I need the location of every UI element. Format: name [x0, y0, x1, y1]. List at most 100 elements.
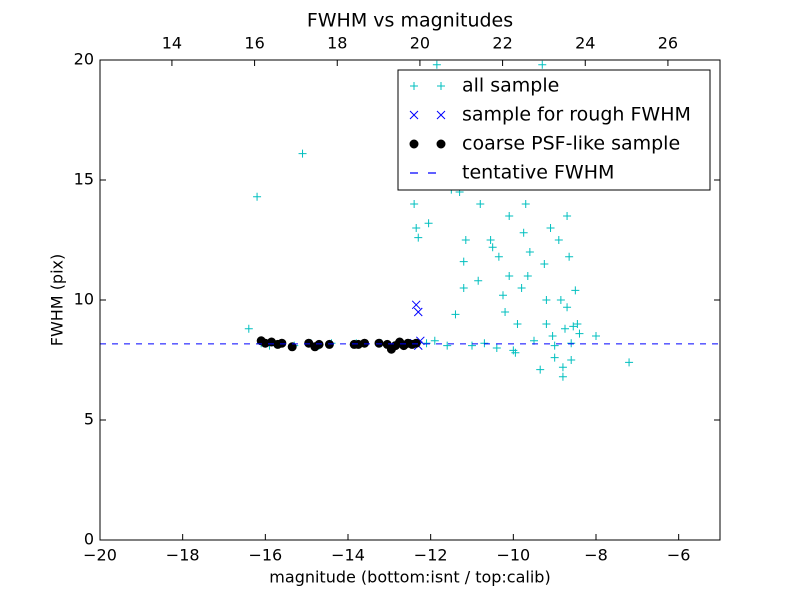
- point: [480, 339, 489, 348]
- plot-frame: [99, 59, 721, 541]
- point: [298, 149, 307, 158]
- point: [513, 320, 522, 328]
- point: [548, 332, 557, 340]
- point: [546, 224, 555, 232]
- point: [505, 272, 514, 280]
- point: [575, 329, 584, 338]
- legend-label: sample for rough FWHM: [462, 104, 691, 126]
- point: [517, 284, 526, 292]
- point: [244, 324, 253, 333]
- point: [573, 320, 582, 328]
- point: [486, 236, 495, 244]
- legend-label: tentative FWHM: [462, 162, 614, 184]
- x2-tick-label: 24: [575, 34, 595, 53]
- point: [554, 236, 563, 244]
- point: [412, 224, 421, 232]
- point: [540, 260, 549, 268]
- point: [432, 60, 441, 69]
- y-tick-label: 0: [84, 530, 94, 549]
- point: [536, 365, 545, 374]
- y-axis-label: FWHM (pix): [48, 254, 67, 347]
- point: [374, 338, 384, 348]
- point: [476, 200, 485, 208]
- point: [563, 303, 572, 312]
- point: [569, 322, 578, 331]
- point: [501, 308, 510, 316]
- point: [494, 252, 503, 261]
- point: [550, 353, 559, 362]
- x2-tick-label: 26: [658, 34, 678, 53]
- point: [411, 338, 421, 348]
- point: [488, 243, 497, 252]
- point: [424, 219, 433, 228]
- point: [414, 233, 423, 242]
- x2-tick-label: 18: [327, 34, 347, 53]
- legend-marker: [436, 110, 446, 120]
- y-tick-label: 10: [74, 290, 94, 309]
- x-tick-label: −16: [248, 546, 282, 565]
- y-tick-label: 15: [74, 170, 94, 189]
- point: [430, 336, 439, 345]
- point: [492, 344, 501, 352]
- point: [443, 341, 452, 350]
- x2-tick-label: 14: [162, 34, 182, 53]
- point: [459, 257, 468, 266]
- point: [474, 276, 483, 285]
- point: [519, 228, 528, 237]
- x2-tick-label: 22: [492, 34, 512, 53]
- point: [287, 342, 297, 352]
- point: [499, 291, 507, 300]
- point: [451, 310, 460, 319]
- point: [542, 296, 551, 304]
- point: [556, 296, 565, 304]
- point: [523, 272, 532, 280]
- point: [468, 341, 476, 350]
- point: [538, 60, 547, 69]
- point: [558, 372, 567, 381]
- point: [563, 212, 572, 220]
- point: [521, 200, 530, 208]
- point: [567, 339, 576, 348]
- x-axis-label: magnitude (bottom:isnt / top:calib): [269, 568, 550, 587]
- x-tick-label: −14: [331, 546, 365, 565]
- point: [277, 338, 287, 348]
- point: [461, 236, 470, 244]
- point: [561, 324, 569, 333]
- point: [422, 339, 431, 348]
- legend-label: coarse PSF-like sample: [462, 133, 680, 155]
- x2-tick-label: 20: [410, 34, 430, 53]
- x2-tick-label: 16: [244, 34, 264, 53]
- x-tick-label: −6: [667, 546, 691, 565]
- y-tick-label: 20: [74, 50, 94, 69]
- point: [413, 307, 423, 317]
- point: [410, 200, 419, 208]
- point: [567, 356, 576, 364]
- point: [592, 332, 600, 340]
- x-tick-label: −18: [166, 546, 200, 565]
- x-tick-label: −8: [584, 546, 608, 565]
- legend-marker: [436, 139, 446, 149]
- x-tick-label: −10: [496, 546, 530, 565]
- x-tick-label: −20: [83, 546, 117, 565]
- point: [411, 300, 421, 310]
- point: [625, 358, 634, 367]
- point: [558, 363, 567, 372]
- point: [565, 252, 574, 261]
- point: [550, 341, 559, 350]
- x-tick-label: −12: [414, 546, 448, 565]
- legend-marker: [437, 82, 445, 90]
- point: [571, 286, 580, 295]
- legend-marker: [409, 139, 419, 149]
- legend-label: all sample: [462, 75, 559, 97]
- point: [459, 284, 468, 292]
- point: [505, 212, 514, 220]
- point: [542, 320, 551, 328]
- point: [511, 348, 520, 357]
- chart-title: FWHM vs magnitudes: [307, 10, 513, 32]
- point: [253, 192, 262, 201]
- y-tick-label: 5: [84, 410, 94, 429]
- point: [525, 248, 534, 256]
- legend-marker: [410, 82, 418, 90]
- point: [360, 338, 370, 348]
